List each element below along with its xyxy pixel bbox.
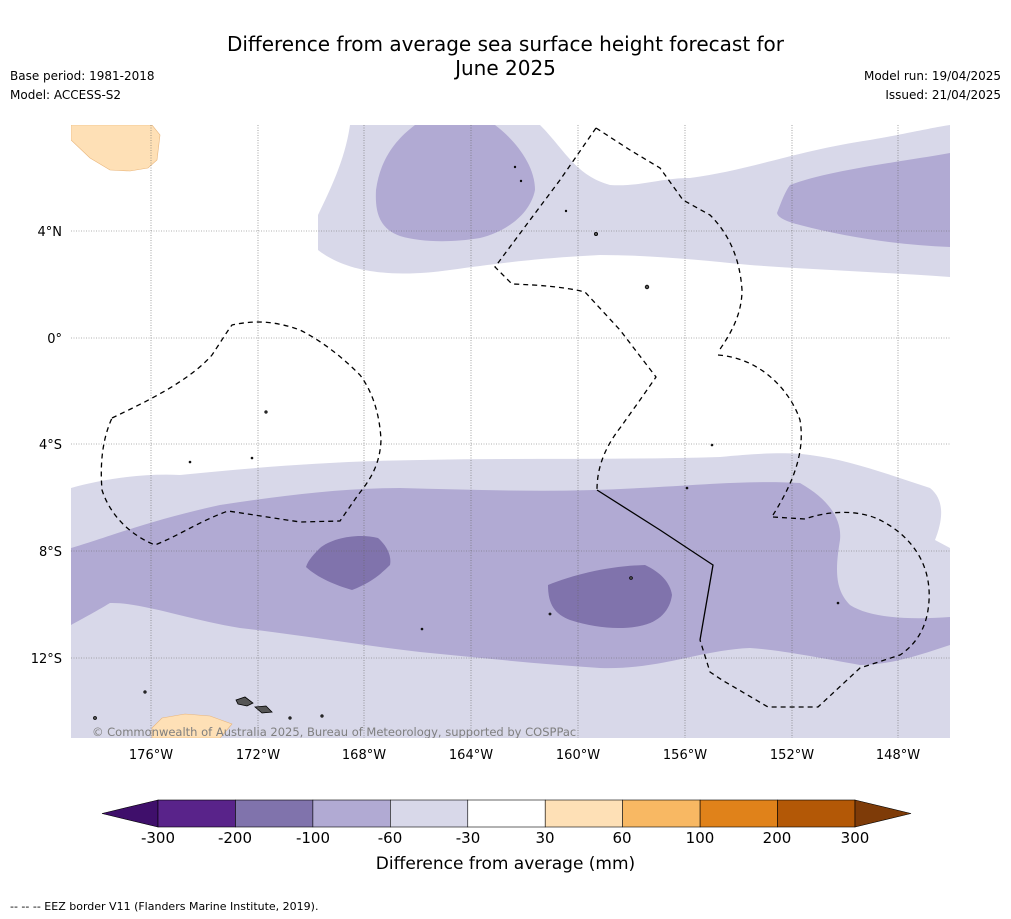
anomaly-north-blob-2 bbox=[777, 153, 950, 247]
land-mass-northwest bbox=[71, 125, 161, 172]
latitude-labels: 4°N 0° 4°S 8°S 12°S bbox=[31, 225, 62, 667]
colorbar-segment bbox=[622, 799, 701, 828]
lon-label-160w: 160°W bbox=[556, 748, 600, 763]
land-mass-southwest bbox=[151, 713, 233, 738]
model-name: Model: ACCESS-S2 bbox=[10, 88, 122, 102]
eez-solid-border bbox=[596, 489, 714, 641]
anomaly-south-band-medium bbox=[71, 482, 950, 669]
cb-tick-label: 60 bbox=[612, 829, 632, 847]
colorbar-segment bbox=[777, 799, 856, 828]
cb-tick-label: -60 bbox=[377, 829, 403, 847]
colorbar-segment bbox=[699, 799, 778, 828]
cb-tick-label: 100 bbox=[685, 829, 715, 847]
lon-label-176w: 176°W bbox=[129, 748, 173, 763]
title-line-1: Difference from average sea surface heig… bbox=[226, 32, 785, 56]
cb-tick-label: -200 bbox=[217, 829, 253, 847]
title-line-2: June 2025 bbox=[455, 56, 556, 80]
cb-tick-label: -100 bbox=[295, 829, 331, 847]
lat-label-12s: 12°S bbox=[31, 652, 62, 667]
footnote: -- -- -- EEZ border V11 (Flanders Marine… bbox=[10, 900, 319, 913]
base-period: Base period: 1981-2018 bbox=[10, 69, 155, 83]
lat-label-4n: 4°N bbox=[38, 225, 63, 240]
lon-label-152w: 152°W bbox=[770, 748, 814, 763]
cb-tick-label: 300 bbox=[840, 829, 870, 847]
lon-label-172w: 172°W bbox=[236, 748, 280, 763]
anomaly-north-blob-1 bbox=[375, 125, 535, 242]
eez-borders bbox=[100, 127, 930, 708]
issued-date: Issued: 21/04/2025 bbox=[885, 88, 1001, 102]
copyright-notice: © Commonwealth of Australia 2025, Bureau… bbox=[92, 725, 576, 739]
map-title: Difference from average sea surface heig… bbox=[0, 32, 1011, 80]
lon-label-164w: 164°W bbox=[449, 748, 493, 763]
lat-label-0: 0° bbox=[47, 332, 62, 347]
model-run: Model run: 19/04/2025 bbox=[863, 69, 1001, 83]
lat-label-4s: 4°S bbox=[39, 438, 62, 453]
anomaly-south-blob-2 bbox=[548, 565, 672, 628]
colorbar-extend-low bbox=[101, 799, 159, 828]
cb-tick-label: 200 bbox=[762, 829, 792, 847]
colorbar-extend-high bbox=[854, 799, 912, 828]
cb-tick-label: -300 bbox=[140, 829, 176, 847]
colorbar-segment bbox=[390, 799, 469, 828]
colorbar-segment bbox=[157, 799, 236, 828]
lon-label-148w: 148°W bbox=[876, 748, 920, 763]
colorbar-title: Difference from average (mm) bbox=[375, 854, 636, 874]
meta-right: Model run: 19/04/2025 Issued: 21/04/2025 bbox=[864, 67, 1001, 105]
map-area: © Commonwealth of Australia 2025, Bureau… bbox=[71, 125, 950, 739]
lat-label-8s: 8°S bbox=[39, 545, 62, 560]
colorbar-segment bbox=[235, 799, 314, 828]
longitude-labels: 176°W 172°W 168°W 164°W 160°W 156°W 152°… bbox=[129, 748, 920, 763]
colorbar-segment bbox=[312, 799, 391, 828]
cb-tick-label: 30 bbox=[535, 829, 555, 847]
islands bbox=[93, 165, 840, 720]
gridlines bbox=[71, 125, 950, 738]
anomaly-south-blob-1 bbox=[306, 536, 391, 590]
lon-label-156w: 156°W bbox=[663, 748, 707, 763]
lon-label-168w: 168°W bbox=[342, 748, 386, 763]
colorbar bbox=[101, 799, 912, 828]
colorbar-segment bbox=[544, 799, 623, 828]
meta-left: Base period: 1981-2018 Model: ACCESS-S2 bbox=[10, 67, 155, 105]
cb-tick-label: -30 bbox=[455, 829, 481, 847]
colorbar-segment bbox=[467, 799, 546, 828]
